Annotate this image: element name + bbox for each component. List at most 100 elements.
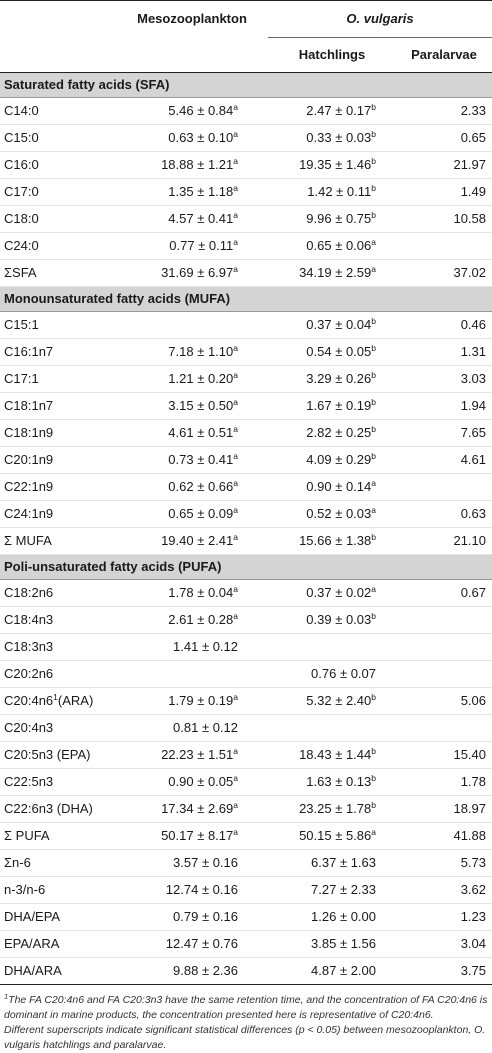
- mesozooplankton-cell-superscript: a: [233, 102, 238, 112]
- mesozooplankton-cell-value: 17.34 ± 2.69: [161, 801, 234, 816]
- mesozooplankton-cell-superscript: a: [233, 210, 238, 220]
- fatty-acid-label: C18:1n9: [4, 425, 54, 440]
- hatchlings-cell: 1.67 ± 0.19b: [268, 392, 396, 420]
- hatchlings-cell-superscript: b: [371, 397, 376, 407]
- fatty-acid-name: C18:1n9: [0, 419, 116, 447]
- fatty-acid-label: C20:5n3 (EPA): [4, 747, 91, 762]
- fatty-acid-label: C20:4n6: [4, 693, 54, 708]
- mesozooplankton-cell-superscript: a: [233, 397, 238, 407]
- mesozooplankton-cell: 0.79 ± 0.16: [116, 903, 268, 931]
- table-row: C24:1n9 0.65 ± 0.09a 0.52 ± 0.03a 0.63: [0, 500, 492, 528]
- paralarvae-cell: 5.73: [396, 849, 492, 877]
- footnote-1: 1The FA C20:4n6 and FA C20:3n3 have the …: [4, 993, 488, 1023]
- fatty-acid-name: C16:0: [0, 151, 116, 179]
- hatchlings-cell-superscript: b: [371, 611, 376, 621]
- paralarvae-cell: 0.67: [396, 579, 492, 607]
- hatchlings-cell: 0.76 ± 0.07: [268, 660, 396, 688]
- paralarvae-cell-value: 3.75: [460, 963, 487, 978]
- paralarvae-cell-value: 0.46: [460, 317, 487, 332]
- mesozooplankton-cell-superscript: a: [233, 505, 238, 515]
- hatchlings-cell: 0.54 ± 0.05b: [268, 338, 396, 366]
- mesozooplankton-cell: 0.77 ± 0.11a: [116, 232, 268, 260]
- paralarvae-cell: 0.63: [396, 500, 492, 528]
- table-row: EPA/ARA 12.47 ± 0.76 3.85 ± 1.56 3.04: [0, 930, 492, 958]
- mesozooplankton-cell: 0.63 ± 0.10a: [116, 124, 268, 152]
- mesozooplankton-cell-value: 3.15 ± 0.50: [168, 398, 234, 413]
- hatchlings-cell-superscript: b: [371, 102, 376, 112]
- paralarvae-cell: 0.46: [396, 311, 492, 339]
- paralarvae-cell-value: 0.65: [460, 130, 487, 145]
- hatchlings-cell-value: 1.26 ± 0.00: [311, 909, 376, 924]
- paralarvae-cell: 3.75: [396, 957, 492, 985]
- table-body: Saturated fatty acids (SFA) C14:0 5.46 ± 0…: [0, 72, 492, 985]
- mesozooplankton-cell-superscript: a: [233, 827, 238, 837]
- table-row: C14:0 5.46 ± 0.84a 2.47 ± 0.17b 2.33: [0, 97, 492, 125]
- paralarvae-cell: 21.10: [396, 527, 492, 555]
- fatty-acid-name: C18:0: [0, 205, 116, 233]
- paralarvae-cell: 2.33: [396, 97, 492, 125]
- fatty-acid-name: C16:1n7: [0, 338, 116, 366]
- hatchlings-cell-superscript: a: [371, 478, 376, 488]
- hatchlings-cell-value: 0.54 ± 0.05: [306, 344, 372, 359]
- fatty-acid-name: C20:1n9: [0, 446, 116, 474]
- mesozooplankton-cell-superscript: a: [233, 746, 238, 756]
- mesozooplankton-cell: 4.61 ± 0.51a: [116, 419, 268, 447]
- mesozooplankton-cell-value: 1.35 ± 1.18: [168, 184, 234, 199]
- paralarvae-cell-value: 1.31: [460, 344, 487, 359]
- fatty-acid-name: C20:5n3 (EPA): [0, 741, 116, 769]
- paralarvae-cell: 15.40: [396, 741, 492, 769]
- hatchlings-cell-value: 34.19 ± 2.59: [299, 265, 372, 280]
- fatty-acid-label: C24:1n9: [4, 506, 54, 521]
- paralarvae-cell-value: 5.73: [460, 855, 487, 870]
- mesozooplankton-cell: 0.81 ± 0.12: [116, 714, 268, 742]
- fatty-acid-name: C18:4n3: [0, 606, 116, 634]
- hatchlings-cell-value: 6.37 ± 1.63: [311, 855, 376, 870]
- mesozooplankton-cell: 0.73 ± 0.41a: [116, 446, 268, 474]
- mesozooplankton-cell: 1.41 ± 0.12: [116, 633, 268, 661]
- mesozooplankton-cell-value: 3.57 ± 0.16: [173, 855, 238, 870]
- hatchlings-cell: 34.19 ± 2.59a: [268, 259, 396, 287]
- fatty-acid-name: DHA/ARA: [0, 957, 116, 985]
- fatty-acid-label: C20:4n3: [4, 720, 54, 735]
- paralarvae-cell-value: 1.49: [460, 184, 487, 199]
- fatty-acid-name: C22:5n3: [0, 768, 116, 796]
- table-row: Σ PUFA 50.17 ± 8.17a 50.15 ± 5.86a 41.88: [0, 822, 492, 850]
- table-row: C22:6n3 (DHA) 17.34 ± 2.69a 23.25 ± 1.78b 1…: [0, 795, 492, 823]
- hatchlings-cell-value: 19.35 ± 1.46: [299, 157, 372, 172]
- paralarvae-cell: [396, 660, 492, 688]
- fatty-acid-label: C18:3n3: [4, 639, 54, 654]
- mesozooplankton-cell-value: 2.61 ± 0.28: [168, 612, 234, 627]
- hatchlings-cell: 0.39 ± 0.03b: [268, 606, 396, 634]
- mesozooplankton-cell-superscript: a: [233, 343, 238, 353]
- paralarvae-cell-value: 21.10: [453, 533, 487, 548]
- paralarvae-cell: 37.02: [396, 259, 492, 287]
- table-row: C17:0 1.35 ± 1.18a 1.42 ± 0.11b 1.49: [0, 178, 492, 206]
- paralarvae-cell: [396, 606, 492, 634]
- mesozooplankton-cell-value: 4.57 ± 0.41: [168, 211, 234, 226]
- paralarvae-cell: [396, 232, 492, 260]
- fatty-acid-label: C20:1n9: [4, 452, 54, 467]
- paralarvae-cell-value: 1.94: [460, 398, 487, 413]
- hatchlings-cell: 0.52 ± 0.03a: [268, 500, 396, 528]
- table-row: n-3/n-6 12.74 ± 0.16 7.27 ± 2.33 3.62: [0, 876, 492, 904]
- hatchlings-cell-superscript: b: [371, 451, 376, 461]
- hatchlings-cell-superscript: b: [371, 316, 376, 326]
- paralarvae-cell: 21.97: [396, 151, 492, 179]
- hatchlings-cell-value: 18.43 ± 1.44: [299, 747, 372, 762]
- mesozooplankton-cell-superscript: a: [233, 264, 238, 274]
- fatty-acid-label: DHA/ARA: [4, 963, 62, 978]
- mesozooplankton-cell-superscript: a: [233, 451, 238, 461]
- mesozooplankton-cell: 19.40 ± 2.41a: [116, 527, 268, 555]
- fatty-acid-label: C16:0: [4, 157, 39, 172]
- hatchlings-cell-value: 2.47 ± 0.17: [306, 103, 372, 118]
- paralarvae-cell-value: 1.78: [460, 774, 487, 789]
- paralarvae-cell-value: 15.40: [453, 747, 487, 762]
- mesozooplankton-cell-superscript: a: [233, 800, 238, 810]
- paralarvae-cell-value: 21.97: [453, 157, 487, 172]
- fatty-acid-label: C14:0: [4, 103, 39, 118]
- mesozooplankton-cell-superscript: a: [233, 611, 238, 621]
- mesozooplankton-cell: 0.90 ± 0.05a: [116, 768, 268, 796]
- paralarvae-cell-value: 3.04: [460, 936, 487, 951]
- hatchlings-cell-superscript: b: [371, 370, 376, 380]
- mesozooplankton-cell-value: 5.46 ± 0.84: [168, 103, 234, 118]
